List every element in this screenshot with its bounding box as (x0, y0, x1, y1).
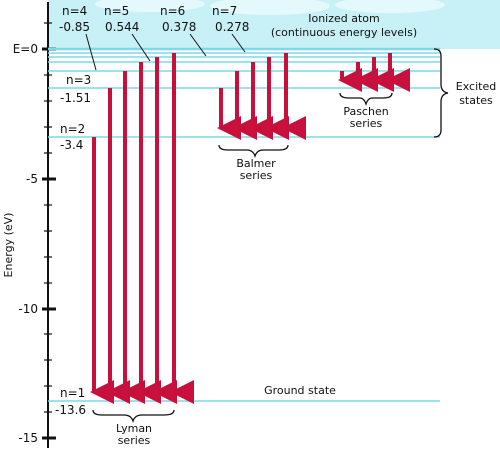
paschen-label: Paschen (343, 105, 388, 118)
level-energy-n5: 0.544 (105, 20, 139, 34)
level-energy-n2: -3.4 (60, 138, 83, 152)
balmer-brace (218, 144, 289, 159)
balmer-arrows (217, 53, 306, 140)
level-energy-n7: 0.278 (215, 20, 249, 34)
label-leaders (85, 33, 246, 71)
lyman-label-2: series (118, 434, 151, 447)
level-energy-n6: 0.378 (162, 20, 196, 34)
level-label-n5: n=5 (104, 4, 129, 18)
level-label-n4: n=4 (62, 4, 87, 18)
energy-level-lines (48, 47, 440, 402)
level-energy-n1: -13.6 (55, 403, 86, 417)
paschen-brace (339, 92, 393, 107)
balmer-label-2: series (240, 169, 273, 182)
ionized-cloud (95, 0, 445, 15)
axis-tick-label-15: -15 (18, 431, 38, 445)
axis-tick-label-5: -5 (26, 172, 38, 186)
paschen-arrows (338, 53, 410, 92)
level-label-n1: n=1 (60, 386, 85, 400)
lyman-brace (92, 409, 175, 424)
excited-states-brace (433, 48, 449, 138)
level-label-n3: n=3 (66, 73, 91, 87)
lyman-arrows (90, 53, 194, 404)
axis-title: Energy (eV) (2, 213, 15, 278)
balmer-label: Balmer (236, 157, 276, 170)
excited-states-label-2: states (459, 94, 493, 107)
excited-states-label: Excited (456, 80, 496, 93)
level-label-n7: n=7 (212, 4, 237, 18)
ionized-title: Ionized atom (308, 12, 380, 25)
level-energy-n3: -1.51 (60, 91, 91, 105)
ionized-subtitle: (continuous energy levels) (271, 26, 417, 39)
axis-tick-label-10: -10 (18, 302, 38, 316)
level-label-n2: n=2 (60, 122, 85, 136)
ground-state-label: Ground state (264, 384, 336, 397)
lyman-label: Lyman (116, 422, 152, 435)
axis-e0-label: E=0 (13, 42, 38, 56)
paschen-label-2: series (350, 117, 383, 130)
level-energy-n4: -0.85 (59, 20, 90, 34)
level-label-n6: n=6 (160, 4, 185, 18)
